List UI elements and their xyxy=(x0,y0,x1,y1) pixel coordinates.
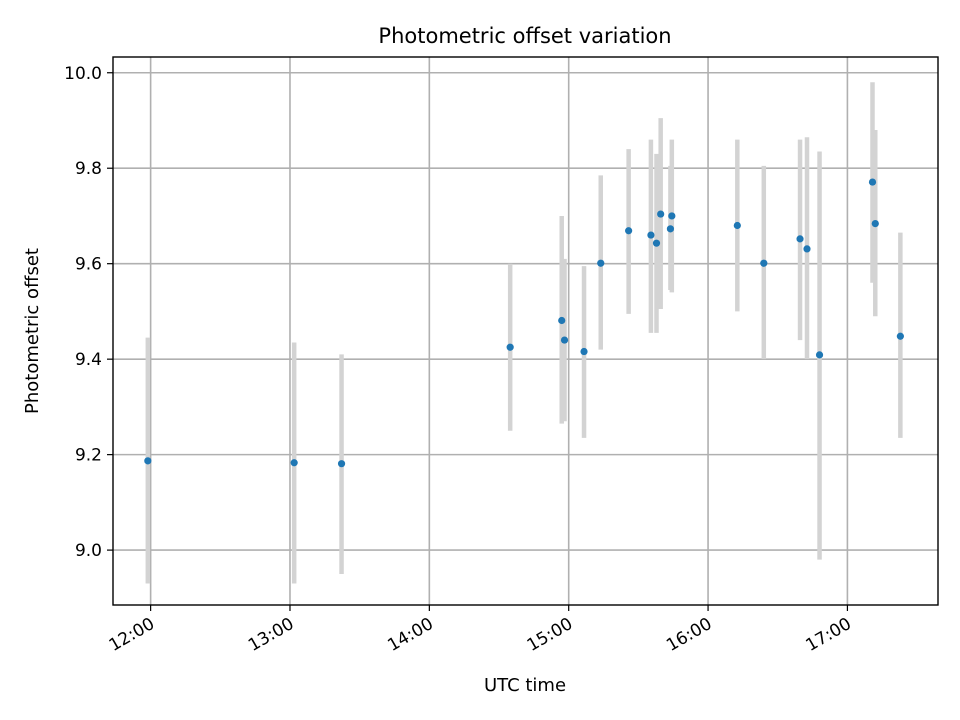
data-point xyxy=(506,343,514,351)
data-point xyxy=(868,178,877,186)
y-tick-label: 9.8 xyxy=(75,159,102,179)
data-point xyxy=(558,316,566,325)
x-tick-label: 13:00 xyxy=(245,614,297,656)
x-axis-ticks: 12:00 13:00 14:00 15:00 16:00 17:00 xyxy=(106,605,855,656)
chart-title: Photometric offset variation xyxy=(378,24,671,48)
data-point xyxy=(668,212,676,220)
data-point xyxy=(144,457,152,465)
y-axis-ticks: 9.0 9.2 9.4 9.6 9.8 10.0 xyxy=(64,64,113,561)
data-point xyxy=(625,227,633,235)
data-point xyxy=(560,336,569,344)
error-bars xyxy=(145,82,903,584)
data-point xyxy=(290,459,298,467)
y-tick-label: 9.4 xyxy=(75,350,102,370)
data-point xyxy=(647,231,655,239)
data-point xyxy=(733,221,741,230)
data-point xyxy=(652,239,661,247)
plot-area-frame xyxy=(112,56,939,606)
y-tick-label: 9.2 xyxy=(75,446,102,466)
y-tick-label: 9.6 xyxy=(75,255,102,275)
data-point xyxy=(896,332,904,340)
data-point xyxy=(666,225,675,233)
data-points xyxy=(144,178,904,468)
x-tick-label: 17:00 xyxy=(802,614,854,656)
y-tick-label: 9.0 xyxy=(75,541,102,561)
data-point xyxy=(796,235,804,243)
y-axis-label: Photometric offset xyxy=(22,248,43,414)
data-point xyxy=(871,219,879,228)
data-point xyxy=(337,460,346,468)
x-tick-label: 14:00 xyxy=(384,614,436,656)
data-point xyxy=(760,259,768,267)
x-tick-label: 12:00 xyxy=(106,614,158,656)
data-point xyxy=(597,259,605,267)
y-tick-label: 10.0 xyxy=(64,64,102,84)
grid-lines xyxy=(113,57,938,605)
data-point xyxy=(657,210,665,218)
x-tick-label: 16:00 xyxy=(663,614,715,656)
data-point xyxy=(803,245,811,253)
data-point xyxy=(580,347,588,356)
x-tick-label: 15:00 xyxy=(524,614,576,656)
data-point xyxy=(815,351,824,359)
x-axis-label: UTC time xyxy=(484,675,566,696)
